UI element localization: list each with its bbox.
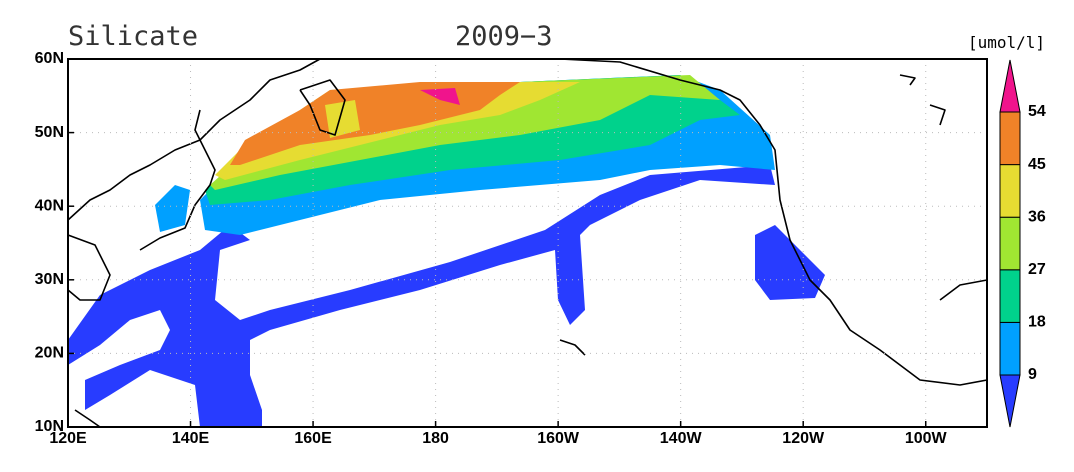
lon-label: 140W — [660, 430, 703, 447]
colorbar-segment — [999, 321, 1021, 376]
field — [68, 75, 825, 427]
lat-label: 60N — [35, 50, 64, 67]
lon-label: 140E — [172, 430, 210, 447]
colorbar-label: 27 — [1028, 261, 1046, 278]
lat-label: 40N — [35, 197, 64, 214]
date: 2009−3 — [455, 21, 553, 52]
region — [420, 88, 460, 105]
region — [325, 100, 360, 138]
lon-label: 120E — [49, 430, 87, 447]
colorbar-segment — [999, 374, 1021, 428]
colorbar-segment — [999, 111, 1021, 166]
lon-label: 120W — [782, 430, 825, 447]
colorbar-label: 45 — [1028, 156, 1046, 173]
colorbar-label: 36 — [1028, 208, 1046, 225]
coastline — [67, 58, 988, 428]
lat-label: 30N — [35, 271, 64, 288]
colorbar-segment — [999, 59, 1021, 113]
colorbar-label: 54 — [1028, 103, 1046, 120]
lat-label: 20N — [35, 345, 64, 362]
region — [755, 225, 825, 300]
colorbar: 9 18 27 36 45 54 — [999, 59, 1046, 428]
lon-label: 100W — [905, 430, 948, 447]
lon-label: 180 — [422, 430, 449, 447]
region — [155, 185, 190, 232]
colorbar-segment — [999, 164, 1021, 218]
colorbar-label: 18 — [1028, 314, 1046, 331]
lat-label: 10N — [35, 418, 64, 435]
colorbar-segment — [999, 269, 1021, 323]
title: Silicate — [68, 21, 198, 52]
lat-label: 50N — [35, 124, 64, 141]
region — [230, 82, 520, 165]
colorbar-segment — [999, 216, 1021, 271]
lon-label: 160W — [537, 430, 580, 447]
unit: [umol/l] — [968, 33, 1045, 52]
lon-label: 160E — [294, 430, 332, 447]
colorbar-label: 9 — [1028, 366, 1037, 383]
region — [68, 165, 775, 427]
map-frame — [67, 58, 988, 428]
